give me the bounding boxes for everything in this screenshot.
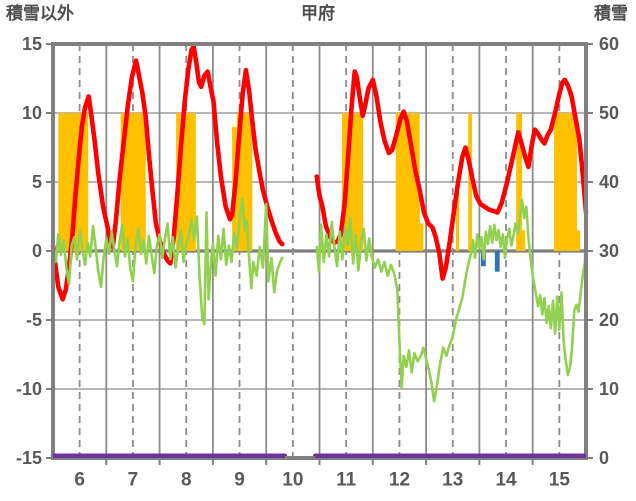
x-axis-tick-label: 6 — [74, 470, 85, 491]
orange-bar — [576, 230, 581, 251]
right-axis-tick-label: 60 — [599, 34, 619, 54]
green-line-segment — [315, 198, 588, 403]
left-axis-tick-label: 5 — [32, 172, 42, 192]
x-axis-tick-label: 11 — [336, 470, 357, 491]
red-line-segment — [314, 69, 589, 281]
x-axis-tick-label: 9 — [234, 470, 245, 491]
x-axis-tick-label: 10 — [282, 470, 303, 491]
x-axis-tick-label: 8 — [181, 470, 192, 491]
left-axis-title: 積雪以外 — [6, 4, 74, 23]
x-axis-tick-label: 7 — [128, 470, 139, 491]
left-axis-tick-label: 0 — [32, 241, 42, 261]
right-axis-tick-label: 20 — [599, 310, 619, 330]
right-axis-title: 積雪 — [594, 4, 628, 23]
chart-title: 甲府 — [301, 4, 335, 23]
right-axis-tick-label: 40 — [599, 172, 619, 192]
left-axis-tick-label: 10 — [22, 103, 42, 123]
orange-bar — [554, 113, 577, 251]
green-line-segment — [51, 197, 284, 326]
orange-bar — [419, 223, 424, 251]
x-axis-tick-label: 15 — [549, 470, 571, 491]
blue-bar — [494, 251, 500, 272]
left-axis-tick-label: -15 — [16, 448, 42, 468]
right-axis-tick-label: 50 — [599, 103, 619, 123]
orange-bar — [455, 182, 460, 251]
right-axis-tick-label: 30 — [599, 241, 619, 261]
left-axis-tick-label: -5 — [26, 310, 42, 330]
orange-bar — [522, 230, 526, 251]
orange-bar — [516, 113, 523, 251]
x-axis-tick-label: 14 — [495, 470, 517, 491]
right-axis-tick-label: 0 — [599, 448, 609, 468]
left-axis-tick-label: -10 — [16, 379, 42, 399]
right-axis-tick-label: 10 — [599, 379, 619, 399]
x-axis-tick-label: 12 — [389, 470, 410, 491]
x-axis-tick-label: 13 — [442, 470, 463, 491]
red-line-segment — [50, 44, 285, 302]
orange-bar — [468, 113, 472, 251]
left-axis-tick-label: 15 — [22, 34, 42, 54]
